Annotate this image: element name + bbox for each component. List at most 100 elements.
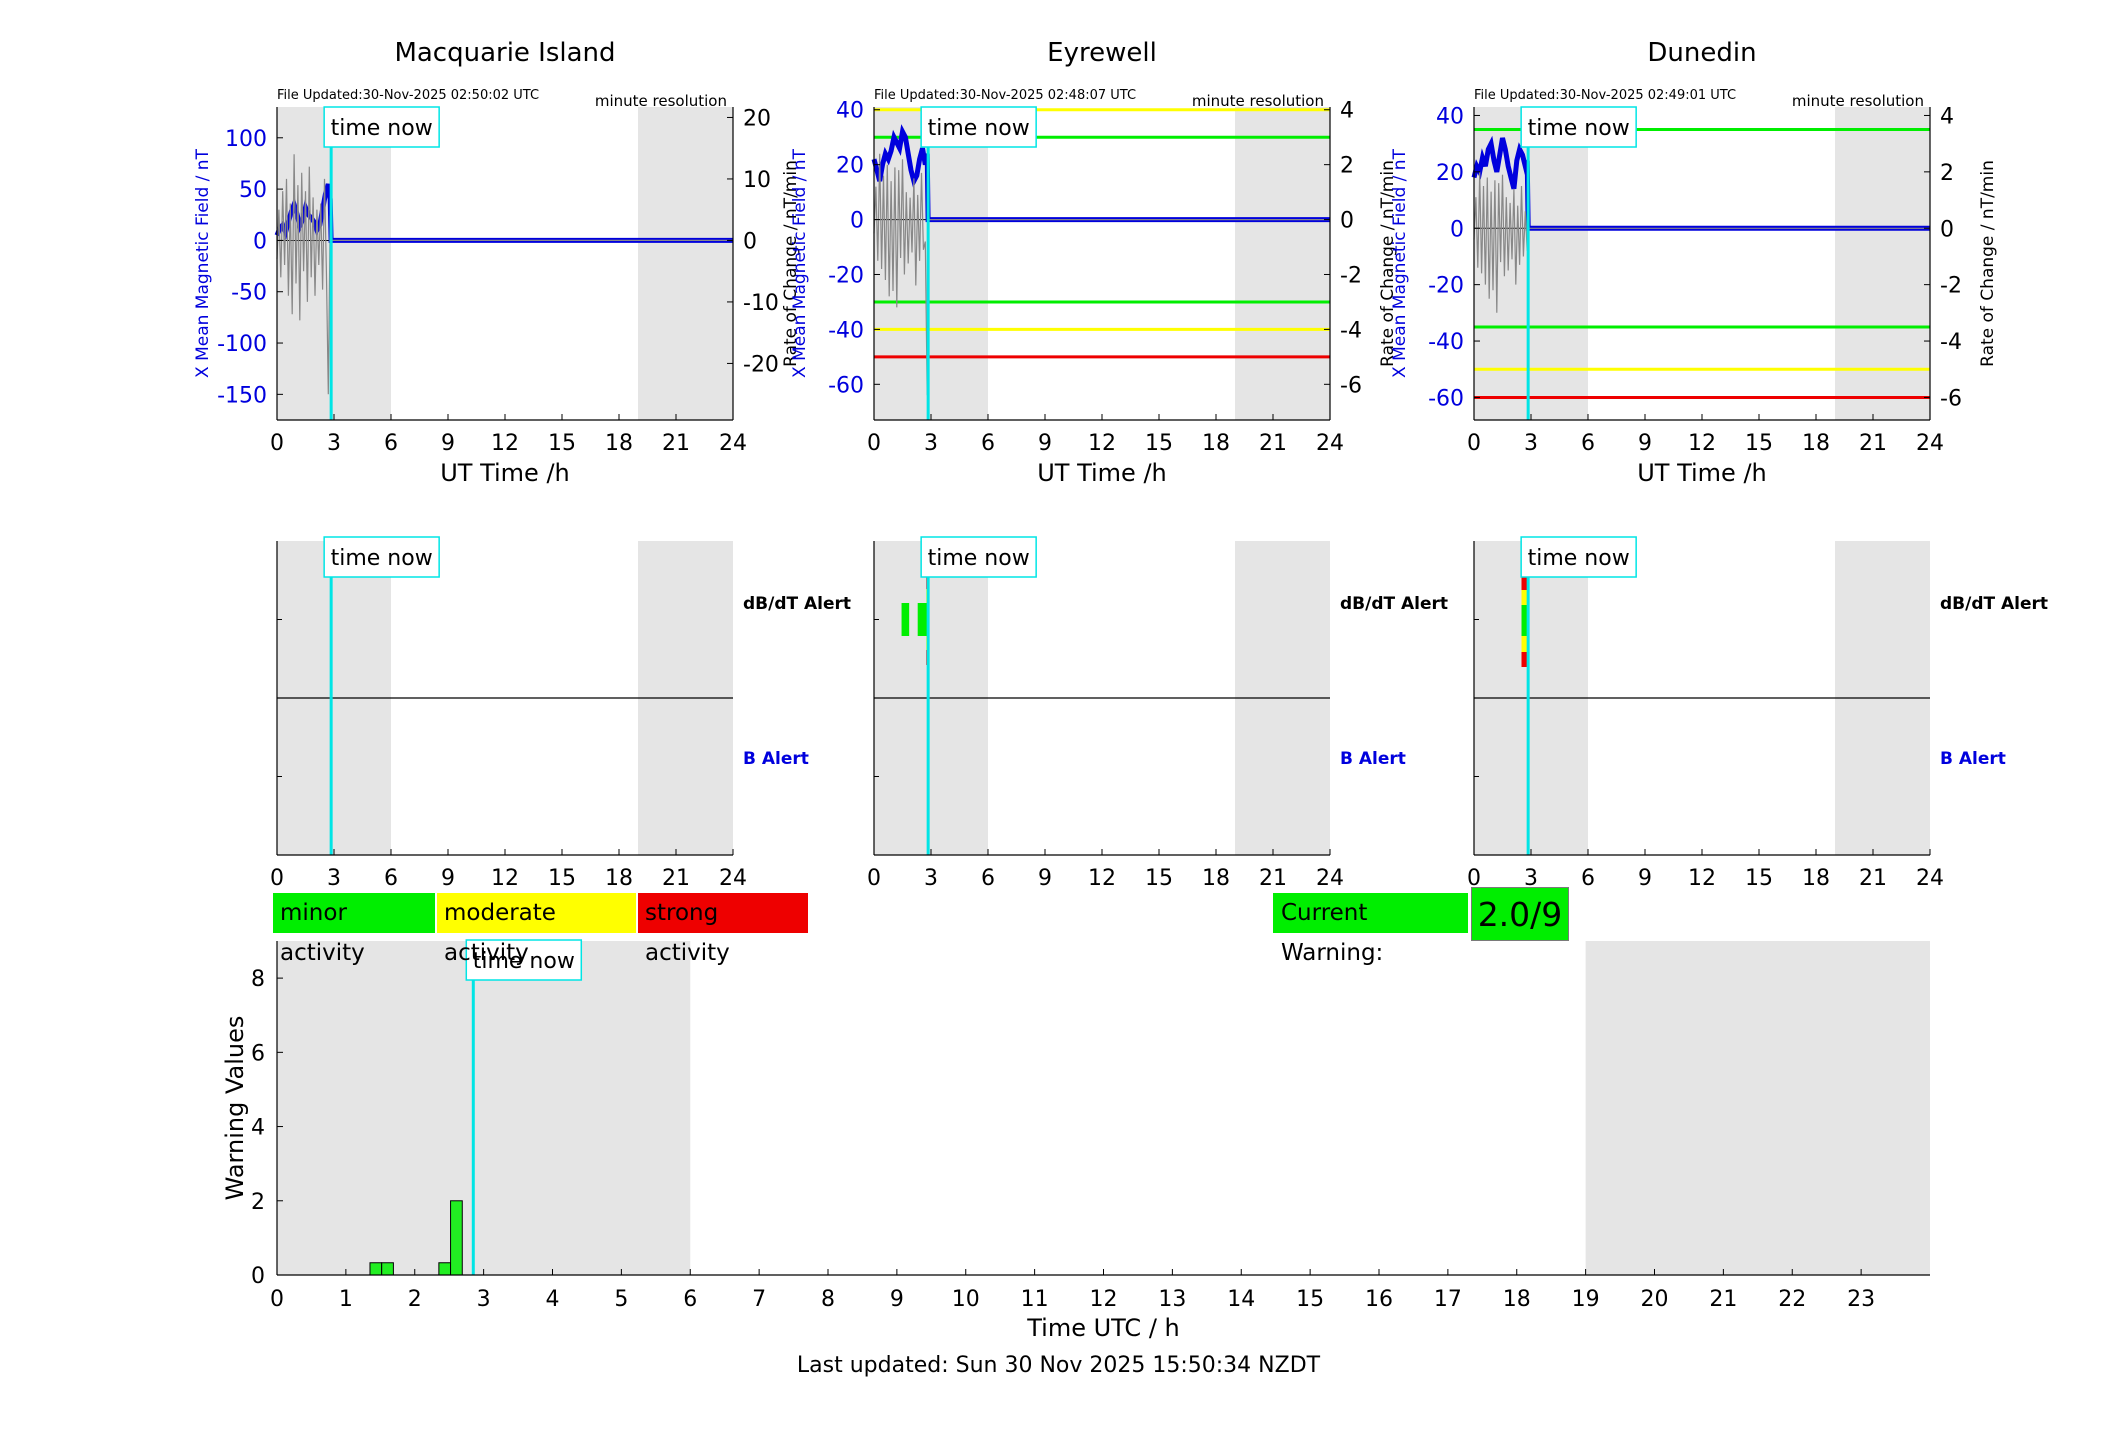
top-panel-1-y-tick-label-left: -100 <box>217 332 267 357</box>
top-panel-1-y-tick-label-right: 0 <box>743 229 757 254</box>
top-panel-1-y-tick-label-left: 100 <box>225 127 267 152</box>
warning-panel-x-tick-label: 6 <box>683 1287 697 1312</box>
alert-panel-3-time-now-box <box>1520 536 1637 578</box>
top-panel-1-x-tick-label: 6 <box>384 431 398 456</box>
alert-panel-2-b-label: B Alert <box>1340 749 1406 769</box>
top-panel-2-time-now-box <box>920 106 1037 148</box>
top-panel-2-title: Eyrewell <box>1047 38 1157 68</box>
top-panel-2-x-tick-label: 3 <box>924 431 938 456</box>
top-panel-1-time-now-label: time now <box>331 116 433 141</box>
alert-panel-3-b-label: B Alert <box>1940 749 2006 769</box>
warning-panel-x-tick-label: 20 <box>1641 1287 1669 1312</box>
top-panel-2-y-tick-label-right: -4 <box>1340 318 1362 343</box>
top-panel-3-y-tick-label-left: -20 <box>1428 274 1464 299</box>
top-panel-2-y-label-right: Rate of Change / nT/min <box>1378 160 1398 367</box>
warning-panel-x-tick-label: 21 <box>1709 1287 1737 1312</box>
top-panel-2-y-tick-label-right: 2 <box>1340 154 1354 179</box>
warning-panel-x-tick-label: 18 <box>1503 1287 1531 1312</box>
alert-panel-1-dbdt-label: dB/dT Alert <box>743 594 851 614</box>
top-panel-2-y-tick-label-left: -40 <box>828 318 864 343</box>
top-panel-3-x-tick-label: 9 <box>1638 431 1652 456</box>
top-panel-1-series-rate <box>276 154 733 395</box>
top-panel-3-y-label-left: X Mean Magnetic Field / nT <box>1390 148 1410 378</box>
top-panel-3-x-tick-label: 3 <box>1524 431 1538 456</box>
alert-panel-3-x-tick-label: 18 <box>1802 866 1830 891</box>
top-panel-2-x-tick-label: 24 <box>1316 431 1344 456</box>
alert-panel-3-x-tick-label: 12 <box>1688 866 1716 891</box>
alert-panel-3-dbdt-alert-0-4 <box>1521 652 1529 667</box>
warning-panel-x-tick-label: 17 <box>1434 1287 1462 1312</box>
warning-panel-night-shade-0 <box>277 941 691 1275</box>
alert-panel-2-x-tick-label: 0 <box>867 866 881 891</box>
top-panel-2-resolution: minute resolution <box>1192 92 1324 110</box>
top-panel-3-series-field <box>1471 135 1930 231</box>
top-panel-2-y-label-left: X Mean Magnetic Field / nT <box>790 148 810 378</box>
top-panel-2-x-tick-label: 6 <box>981 431 995 456</box>
top-panel-1-x-tick-label: 24 <box>719 431 747 456</box>
top-panel-2-x-tick-label: 12 <box>1088 431 1116 456</box>
top-panel-1-x-tick-label: 3 <box>327 431 341 456</box>
warning-panel-x-tick-label: 9 <box>890 1287 904 1312</box>
top-panel-1-y-tick-label-right: 10 <box>743 168 771 193</box>
top-panel-1-x-tick-label: 15 <box>548 431 576 456</box>
top-panel-1-x-tick-label: 9 <box>441 431 455 456</box>
alert-panel-3-x-tick-label: 6 <box>1581 866 1595 891</box>
alert-panel-2-x-tick-label: 15 <box>1145 866 1173 891</box>
alert-panel-1-x-tick-label: 21 <box>662 866 690 891</box>
top-panel-3-y-tick-label-left: 20 <box>1436 161 1464 186</box>
top-panel-1-x-label: UT Time /h <box>440 459 570 487</box>
top-panel-3-y-tick-label-left: 40 <box>1436 104 1464 129</box>
top-panel-3-y-tick-label-right: -4 <box>1940 330 1962 355</box>
top-panel-1-y-tick-label-left: -50 <box>231 281 267 306</box>
warning-panel-time-now-box <box>465 939 583 981</box>
alert-panel-3-dbdt-alert-0-1 <box>1521 590 1529 605</box>
top-panel-2-x-tick-label: 18 <box>1202 431 1230 456</box>
top-panel-3-series-rate <box>1473 171 1930 313</box>
top-panel-3-x-tick-label: 18 <box>1802 431 1830 456</box>
alert-panel-1-x-tick-label: 0 <box>270 866 284 891</box>
top-panel-1-x-tick-label: 12 <box>491 431 519 456</box>
warning-panel-x-label: Time UTC / h <box>1026 1314 1180 1342</box>
warning-panel-x-tick-label: 7 <box>752 1287 766 1312</box>
top-panel-1-y-tick-label-right: -20 <box>743 352 779 377</box>
top-panel-1-y-tick-label-left: -150 <box>217 383 267 408</box>
top-panel-3-x-tick-label: 0 <box>1467 431 1481 456</box>
warning-panel-x-tick-label: 10 <box>952 1287 980 1312</box>
top-panel-1-y-tick-label-left: 50 <box>239 178 267 203</box>
alert-panel-1-x-tick-label: 18 <box>605 866 633 891</box>
warning-panel-bar-3 <box>450 1200 463 1276</box>
alert-panel-2-dbdt-alert-1 <box>917 603 928 636</box>
warning-panel-x-tick-label: 12 <box>1090 1287 1118 1312</box>
warning-panel-y-tick-label: 6 <box>251 1041 265 1066</box>
alert-panel-1-time-now-label: time now <box>331 546 433 571</box>
alert-panel-3-dbdt-label: dB/dT Alert <box>1940 594 2048 614</box>
top-panel-2-series-field <box>871 124 1330 223</box>
warning-panel-x-tick-label: 1 <box>339 1287 353 1312</box>
alert-panel-2-x-tick-label: 21 <box>1259 866 1287 891</box>
alert-panel-2-dbdt-label: dB/dT Alert <box>1340 594 1448 614</box>
top-panel-3-y-tick-label-right: 0 <box>1940 217 1954 242</box>
warning-panel-x-tick-label: 22 <box>1778 1287 1806 1312</box>
warning-panel-y-tick-label: 4 <box>251 1116 265 1141</box>
top-panel-2-y-tick-label-left: 20 <box>836 154 864 179</box>
top-panel-1-title: Macquarie Island <box>394 38 615 68</box>
warning-panel-x-tick-label: 0 <box>270 1287 284 1312</box>
legend-moderate-activity: moderate activity <box>437 893 636 966</box>
top-panel-2-y-tick-label-right: 4 <box>1340 99 1354 124</box>
top-panel-3-y-tick-label-left: 0 <box>1450 217 1464 242</box>
warning-panel-x-tick-label: 2 <box>408 1287 422 1312</box>
alert-panel-2-x-tick-label: 12 <box>1088 866 1116 891</box>
alert-panel-2-x-tick-label: 24 <box>1316 866 1344 891</box>
top-panel-1-time-now-box <box>323 106 440 148</box>
top-panel-2-y-tick-label-left: -20 <box>828 263 864 288</box>
last-updated: Last updated: Sun 30 Nov 2025 15:50:34 N… <box>796 1353 1321 1378</box>
top-panel-3-title: Dunedin <box>1647 38 1756 68</box>
top-panel-2-night-shade-1 <box>1235 107 1330 420</box>
alert-panel-3-x-tick-label: 3 <box>1524 866 1538 891</box>
top-panel-3-file-updated: File Updated:30-Nov-2025 02:49:01 UTC <box>1474 88 1736 103</box>
alert-panel-3-dbdt-alert-0-0 <box>1521 577 1529 590</box>
alert-panel-1-x-tick-label: 9 <box>441 866 455 891</box>
alert-panel-3-x-tick-label: 21 <box>1859 866 1887 891</box>
top-panel-1-night-shade-0 <box>277 107 391 420</box>
top-panel-3-y-tick-label-right: 2 <box>1940 161 1954 186</box>
